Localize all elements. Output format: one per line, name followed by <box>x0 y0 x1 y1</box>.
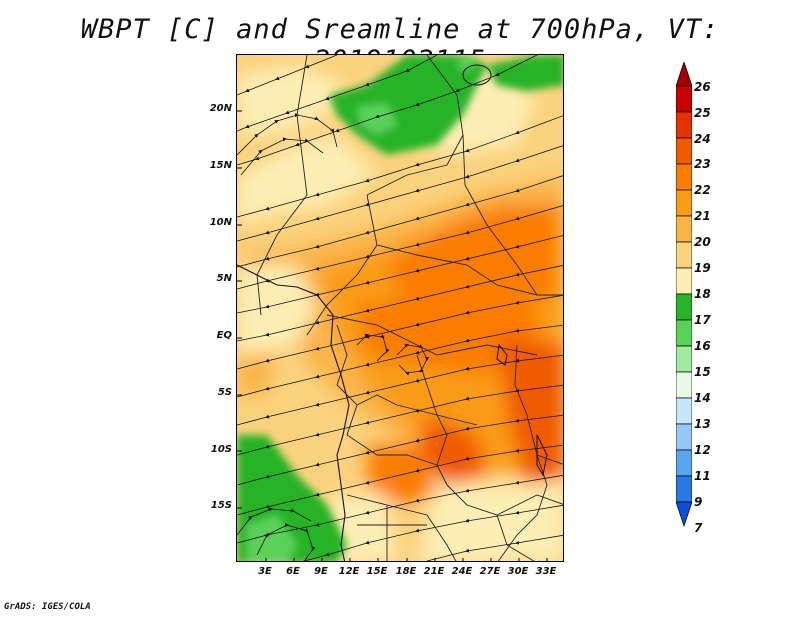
colorbar-label: 14 <box>694 391 711 405</box>
colorbar-label: 20 <box>694 235 711 249</box>
lon-label: 15E <box>366 566 388 577</box>
colorbar-label: 15 <box>694 365 711 379</box>
lat-label: 20N <box>209 103 232 114</box>
colorbar-cell <box>676 449 692 477</box>
colorbar-cell <box>676 397 692 425</box>
colorbar-label: 23 <box>694 157 711 171</box>
colorbar-cell <box>676 137 692 165</box>
colorbar-cell <box>676 85 692 113</box>
colorbar-cell <box>676 475 692 503</box>
lat-label: 5S <box>217 387 232 398</box>
colorbar-label: 21 <box>694 209 711 223</box>
colorbar-cell <box>676 319 692 347</box>
colorbar-label: 25 <box>694 106 711 120</box>
colorbar-cell <box>676 189 692 217</box>
lat-label: 5N <box>216 273 232 284</box>
colorbar-cell <box>676 215 692 243</box>
colorbar-cell <box>676 62 692 87</box>
lon-label: 24E <box>451 566 473 577</box>
colorbar-label: 22 <box>694 183 711 197</box>
lon-label: 27E <box>479 566 501 577</box>
colorbar-cell <box>676 293 692 321</box>
lat-label: 15N <box>209 160 232 171</box>
colorbar-label: 19 <box>694 261 711 275</box>
lon-label: 12E <box>338 566 360 577</box>
colorbar-label: 13 <box>694 417 711 431</box>
colorbar-label: 11 <box>694 469 711 483</box>
map-field-svg <box>237 55 563 561</box>
lon-label: 18E <box>395 566 417 577</box>
colorbar <box>676 62 692 528</box>
colorbar-cell <box>676 241 692 269</box>
lat-label: 10N <box>209 217 232 228</box>
lon-label: 33E <box>535 566 557 577</box>
lat-label: EQ <box>216 330 232 341</box>
colorbar-label: 26 <box>694 80 711 94</box>
streamlines <box>237 55 563 561</box>
lon-label: 3E <box>258 566 272 577</box>
colorbar-cell <box>676 345 692 373</box>
lon-label: 9E <box>314 566 328 577</box>
colorbar-cell <box>676 111 692 139</box>
lat-label: 10S <box>210 444 232 455</box>
colorbar-cell <box>676 163 692 191</box>
colorbar-label: 12 <box>694 443 711 457</box>
colorbar-label: 18 <box>694 287 711 301</box>
colorbar-cell <box>676 423 692 451</box>
map-panel <box>236 54 564 562</box>
colorbar-cell <box>676 371 692 399</box>
colorbar-label: 9 <box>694 495 703 509</box>
colorbar-cell <box>676 501 692 528</box>
lon-label: 30E <box>507 566 529 577</box>
grads-credit: GrADS: IGES/COLA <box>4 602 91 612</box>
lat-label: 15S <box>210 500 232 511</box>
wbpt-field <box>237 55 563 561</box>
colorbar-label: 17 <box>694 313 711 327</box>
colorbar-label: 24 <box>694 132 711 146</box>
colorbar-cells <box>676 62 692 528</box>
lon-label: 21E <box>423 566 445 577</box>
colorbar-cell <box>676 267 692 295</box>
lon-label: 6E <box>286 566 300 577</box>
colorbar-label: 7 <box>694 521 703 535</box>
map-ticks <box>237 110 548 561</box>
colorbar-label: 16 <box>694 339 711 353</box>
